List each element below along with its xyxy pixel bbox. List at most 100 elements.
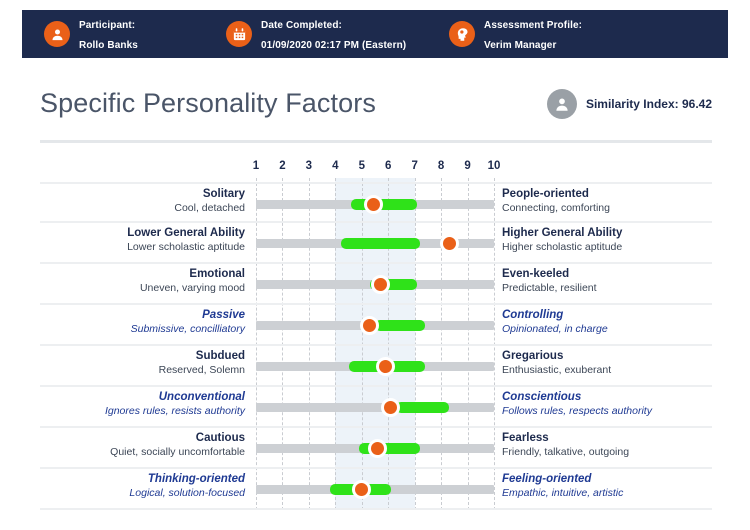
factor-track [256, 184, 494, 225]
person-avatar-icon [546, 88, 577, 119]
track-background [256, 403, 494, 412]
scale-tick-5: 5 [358, 160, 365, 172]
header-assessment-profile: Assessment Profile: Verim Manager [449, 14, 689, 55]
right-pole-description: Predictable, resilient [502, 282, 597, 295]
normative-range-bar [340, 238, 420, 249]
left-pole-description: Reserved, Solemn [158, 364, 245, 377]
right-pole-label: People-oriented Connecting, comforting [502, 187, 707, 216]
left-pole-label: Subdued Reserved, Solemn [40, 349, 245, 378]
factor-track [256, 305, 494, 346]
right-pole-description: Empathic, intuitive, artistic [502, 487, 624, 500]
person-icon [44, 21, 70, 47]
left-pole-name: Lower General Ability [127, 227, 245, 239]
scale-tick-4: 4 [332, 160, 339, 172]
scale-tick-8: 8 [437, 160, 445, 172]
right-pole-name: People-oriented [502, 188, 589, 200]
right-pole-label: Fearless Friendly, talkative, outgoing [502, 431, 707, 460]
factor-row: Cautious Quiet, socially uncomfortable Fea… [40, 428, 712, 469]
scale-tick-2: 2 [279, 160, 286, 172]
factor-track [256, 346, 494, 387]
score-marker-dot[interactable] [381, 398, 401, 417]
header-participant: Participant: Rollo Banks [44, 14, 226, 55]
score-marker-dot[interactable] [360, 316, 380, 335]
right-pole-name: Controlling [502, 309, 564, 321]
factor-row: Unconventional Ignores rules, resists aut… [40, 387, 712, 428]
scale-tick-1: 1 [252, 160, 260, 172]
factor-row: Subdued Reserved, Solemn Gregarious Enthusi… [40, 346, 712, 387]
score-marker-dot[interactable] [370, 275, 390, 294]
left-pole-label: Emotional Uneven, varying mood [40, 267, 245, 296]
title-row: Specific Personality Factors Similarity … [40, 88, 712, 119]
right-pole-description: Higher scholastic aptitude [502, 241, 623, 254]
left-pole-name: Passive [202, 309, 245, 321]
normative-range-bar [375, 320, 426, 331]
left-pole-name: Subdued [195, 350, 245, 362]
assessment-profile-value: Verim Manager [484, 40, 557, 51]
left-pole-description: Logical, solution-focused [129, 487, 245, 500]
factor-row: Emotional Uneven, varying mood Even-keeled… [40, 264, 712, 305]
left-pole-description: Uneven, varying mood [139, 282, 245, 295]
factor-row: Lower General Ability Lower scholastic ap… [40, 223, 712, 264]
participant-label: Participant: [79, 19, 136, 31]
similarity-index-text: Similarity Index: 96.42 [585, 96, 712, 111]
right-pole-name: Feeling-oriented [502, 473, 592, 485]
score-marker-dot[interactable] [364, 195, 384, 214]
right-pole-label: Higher General Ability Higher scholastic … [502, 226, 707, 255]
left-pole-label: Thinking-oriented Logical, solution-focus… [40, 472, 245, 501]
score-marker-dot[interactable] [368, 439, 388, 458]
left-pole-label: Passive Submissive, concilliatory [40, 308, 245, 337]
right-pole-label: Conscientious Follows rules, respects aut… [502, 390, 707, 419]
date-completed-value: 01/09/2020 02:17 PM (Eastern) [261, 40, 407, 51]
right-pole-name: Conscientious [502, 391, 582, 403]
right-pole-description: Opinionated, in charge [502, 323, 608, 336]
factor-track [256, 223, 494, 264]
factor-track [256, 428, 494, 469]
left-pole-name: Unconventional [158, 391, 245, 403]
score-marker-dot[interactable] [376, 357, 396, 376]
left-pole-description: Ignores rules, resists authority [104, 405, 245, 418]
date-completed-label: Date Completed: [261, 19, 342, 31]
scale-tick-9: 9 [464, 160, 471, 172]
right-pole-label: Feeling-oriented Empathic, intuitive, art… [502, 472, 707, 501]
scale-tick-6: 6 [385, 160, 392, 172]
normative-range-bar [351, 199, 418, 210]
left-pole-label: Unconventional Ignores rules, resists aut… [40, 390, 245, 419]
left-pole-description: Submissive, concilliatory [130, 323, 245, 336]
factor-track [256, 387, 494, 428]
left-pole-name: Emotional [189, 268, 245, 280]
right-pole-name: Gregarious [502, 350, 564, 362]
right-pole-label: Gregarious Enthusiastic, exuberant [502, 349, 707, 378]
scale-tick-7: 7 [411, 160, 418, 172]
right-pole-name: Even-keeled [502, 268, 570, 280]
left-pole-name: Solitary [202, 188, 245, 200]
similarity-index: Similarity Index: 96.42 [546, 88, 712, 119]
left-pole-description: Quiet, socially uncomfortable [110, 446, 245, 459]
right-pole-name: Fearless [502, 432, 549, 444]
factor-row: Thinking-oriented Logical, solution-focus… [40, 469, 712, 510]
title-divider [40, 140, 712, 143]
factor-rows: Solitary Cool, detached People-oriented Con… [40, 182, 712, 510]
left-pole-description: Cool, detached [174, 202, 245, 215]
left-pole-label: Lower General Ability Lower scholastic ap… [40, 226, 245, 255]
left-pole-label: Solitary Cool, detached [40, 187, 245, 216]
score-marker-dot[interactable] [352, 480, 372, 499]
assessment-profile-label: Assessment Profile: [484, 19, 583, 31]
left-pole-label: Cautious Quiet, socially uncomfortable [40, 431, 245, 460]
right-pole-description: Enthusiastic, exuberant [502, 364, 612, 377]
head-profile-icon [449, 21, 475, 47]
factor-row: Passive Submissive, concilliatory Controll… [40, 305, 712, 346]
header-date-completed: Date Completed: 01/09/2020 02:17 PM (Eas… [226, 14, 449, 55]
normative-range-bar [396, 402, 450, 413]
chart-grid: 1 2 3 4 5 6 7 8 9 10 Solitary Cool, detached People… [40, 160, 712, 510]
scale-tick-10: 10 [487, 160, 501, 172]
right-pole-label: Even-keeled Predictable, resilient [502, 267, 707, 296]
left-pole-description: Lower scholastic aptitude [127, 241, 245, 254]
scale-tick-3: 3 [305, 160, 313, 172]
right-pole-name: Higher General Ability [502, 227, 623, 239]
personality-factors-chart: 1 2 3 4 5 6 7 8 9 10 Solitary Cool, detached People… [40, 160, 712, 510]
right-pole-description: Connecting, comforting [502, 202, 610, 215]
page-title: Specific Personality Factors [40, 88, 376, 118]
factor-track [256, 469, 494, 510]
score-marker-dot[interactable] [439, 234, 459, 253]
